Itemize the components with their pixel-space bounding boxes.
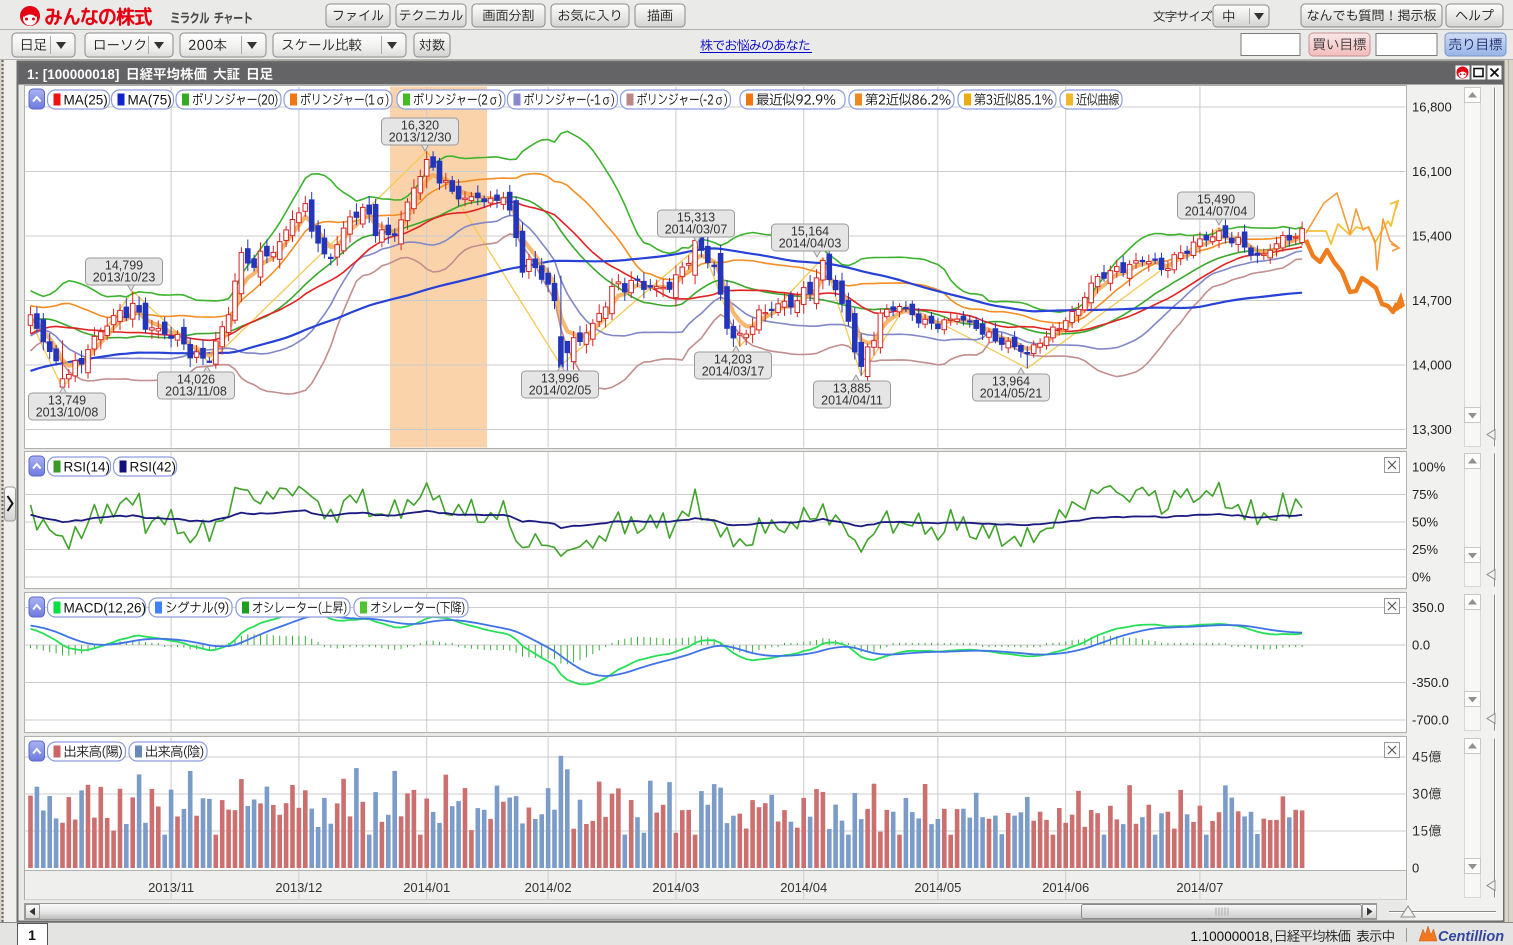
svg-text:14,026: 14,026 [177,373,215,387]
svg-text:2013/10/23: 2013/10/23 [93,271,156,285]
svg-text:1.100000018,: 1.100000018, [1190,929,1273,944]
svg-text:2014/03: 2014/03 [652,880,699,895]
svg-text:100%: 100% [1412,460,1446,475]
svg-text:15,400: 15,400 [1412,229,1452,244]
svg-text:0: 0 [1412,861,1419,876]
svg-text:2014/06: 2014/06 [1042,880,1089,895]
svg-text:13,996: 13,996 [541,372,579,386]
svg-text:2013/10/08: 2013/10/08 [36,406,99,420]
svg-text:2014/01: 2014/01 [403,880,450,895]
svg-text:2013/11: 2013/11 [148,880,194,895]
svg-text:16,320: 16,320 [401,119,439,133]
svg-text:Centillion: Centillion [1438,929,1504,945]
svg-text:RSI(14): RSI(14) [64,460,111,475]
svg-text:16,100: 16,100 [1412,164,1452,179]
svg-text:14,000: 14,000 [1412,358,1452,373]
svg-text:14,799: 14,799 [105,259,143,273]
svg-text:16,800: 16,800 [1412,100,1452,115]
svg-text:2013/11/08: 2013/11/08 [165,385,227,399]
svg-text:2013/12: 2013/12 [275,880,322,895]
svg-text:2014/07: 2014/07 [1176,880,1223,895]
svg-text:50%: 50% [1412,515,1438,530]
svg-text:13,885: 13,885 [833,382,871,396]
svg-text:0%: 0% [1412,570,1431,585]
svg-text:2014/02/05: 2014/02/05 [529,384,592,398]
svg-text:2014/04/11: 2014/04/11 [821,394,883,408]
svg-text:2014/04/03: 2014/04/03 [779,237,842,251]
svg-text:14,700: 14,700 [1412,293,1452,308]
svg-text:2014/02: 2014/02 [525,880,572,895]
svg-text:2014/03/17: 2014/03/17 [702,365,765,379]
svg-text:2014/05/21: 2014/05/21 [980,387,1043,401]
svg-text:0.0: 0.0 [1412,638,1430,653]
svg-text:MACD(12,26): MACD(12,26) [64,601,147,616]
svg-text:RSI(42): RSI(42) [130,460,177,475]
svg-text:75%: 75% [1412,487,1438,502]
svg-text:15,313: 15,313 [677,211,715,225]
svg-text:15,490: 15,490 [1197,193,1235,207]
svg-text:2013/12/30: 2013/12/30 [389,131,452,145]
svg-text:1: [100000018]: 1: [100000018] [27,67,119,82]
svg-text:25%: 25% [1412,542,1438,557]
svg-text:2014/03/07: 2014/03/07 [665,223,728,237]
svg-text:350.0: 350.0 [1412,600,1445,615]
svg-text:-350.0: -350.0 [1412,675,1449,690]
svg-text:14,203: 14,203 [714,353,752,367]
svg-text:2014/07/04: 2014/07/04 [1185,205,1248,219]
svg-text:13,964: 13,964 [992,375,1030,389]
svg-text:13,300: 13,300 [1412,422,1452,437]
svg-text:15,164: 15,164 [791,225,829,239]
svg-text:13,749: 13,749 [48,394,86,408]
svg-text:2014/04: 2014/04 [780,880,827,895]
svg-text:MA(75): MA(75) [128,93,172,108]
svg-text:1: 1 [28,927,36,943]
svg-text:-700.0: -700.0 [1412,713,1449,728]
svg-text:MA(25): MA(25) [64,93,108,108]
svg-text:2014/05: 2014/05 [914,880,961,895]
